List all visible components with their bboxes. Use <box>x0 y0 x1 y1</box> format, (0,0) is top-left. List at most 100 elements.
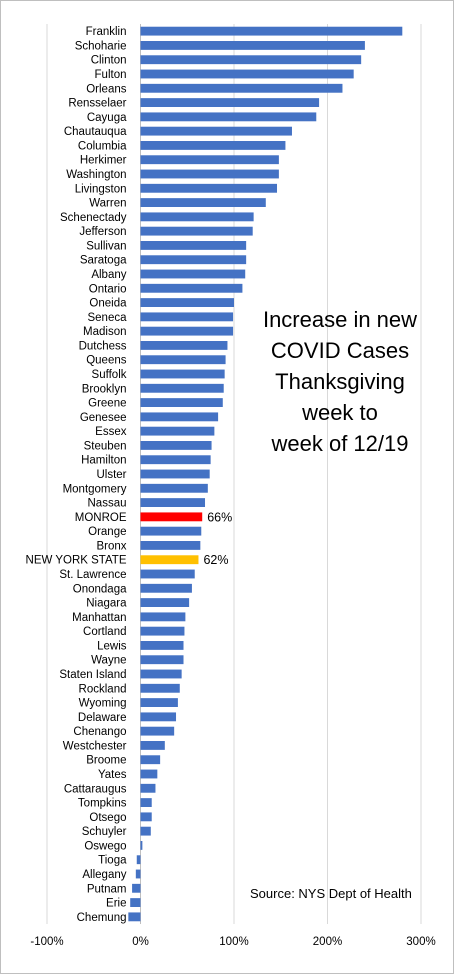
category-label-30: Hamilton <box>81 455 126 467</box>
bar-35 <box>140 526 202 536</box>
category-label-42: Cortland <box>83 626 126 638</box>
bar-7 <box>140 126 292 136</box>
bar-3 <box>140 69 354 79</box>
category-label-34: MONROE <box>75 512 127 524</box>
category-label-46: Rockland <box>79 683 127 695</box>
chart-title: Increase in new COVID Cases Thanksgiving we… <box>263 307 417 456</box>
bar-8 <box>140 141 286 150</box>
category-label-12: Warren <box>89 198 126 210</box>
category-label-59: Allegany <box>82 869 126 881</box>
chart-title-line-3: week to <box>301 400 378 425</box>
category-label-44: Wayne <box>91 655 126 667</box>
bar-4 <box>140 83 343 93</box>
category-label-11: Livingston <box>75 183 127 195</box>
category-label-8: Columbia <box>78 140 127 152</box>
category-label-21: Madison <box>83 326 126 338</box>
category-label-36: Bronx <box>96 540 126 552</box>
x-tick-label-3: 200% <box>313 936 342 948</box>
bar-13 <box>140 212 254 222</box>
category-label-20: Seneca <box>87 312 127 324</box>
category-label-45: Staten Island <box>59 669 126 681</box>
bar-49 <box>140 726 175 736</box>
bar-53 <box>140 783 156 793</box>
bar-1 <box>140 41 365 50</box>
category-label-49: Chenango <box>73 726 126 738</box>
category-label-27: Genesee <box>80 412 127 424</box>
bar-58 <box>136 855 141 865</box>
category-label-56: Schuyler <box>82 826 127 838</box>
bar-5 <box>140 98 320 107</box>
category-label-48: Delaware <box>78 712 127 724</box>
bar-48 <box>140 712 177 722</box>
category-label-3: Fulton <box>95 69 127 81</box>
category-label-28: Essex <box>95 426 127 438</box>
bar-46 <box>140 683 180 693</box>
x-tick-label-0: -100% <box>30 936 63 948</box>
category-label-9: Herkimer <box>80 155 127 167</box>
category-label-7: Chautauqua <box>64 126 127 138</box>
chart-title-line-0: Increase in new <box>263 307 417 332</box>
bar-12 <box>140 198 266 207</box>
bars <box>128 26 403 922</box>
category-label-13: Schenectady <box>60 212 127 224</box>
bar-45 <box>140 669 182 679</box>
bar-38 <box>140 569 195 579</box>
bar-0 <box>140 26 403 36</box>
bar-23 <box>140 355 226 365</box>
x-tick-label-2: 100% <box>219 936 248 948</box>
category-label-35: Orange <box>88 526 126 538</box>
bar-30 <box>140 455 211 465</box>
bar-26 <box>140 398 223 407</box>
category-label-41: Manhattan <box>72 612 126 624</box>
category-label-22: Dutchess <box>79 340 127 352</box>
category-label-52: Yates <box>98 769 127 781</box>
category-label-23: Queens <box>86 355 127 367</box>
category-label-57: Oswego <box>84 840 126 852</box>
category-label-15: Sullivan <box>86 240 126 252</box>
category-label-0: Franklin <box>86 26 127 38</box>
category-label-33: Nassau <box>88 498 127 510</box>
bar-28 <box>140 426 215 436</box>
bar-22 <box>140 341 228 350</box>
x-tick-labels: -100% 0% 100% 200% 300% <box>30 936 435 948</box>
bar-18 <box>140 283 243 293</box>
category-label-62: Chemung <box>77 912 127 924</box>
category-labels: Franklin Schoharie Clinton Fulton Orleans Ren… <box>26 26 128 924</box>
bar-29 <box>140 441 212 450</box>
chart-title-line-2: Thanksgiving <box>275 369 405 394</box>
category-label-26: Greene <box>88 398 126 410</box>
bar-40 <box>140 598 190 607</box>
bar-41 <box>140 612 186 622</box>
x-tick-label-4: 300% <box>406 936 435 948</box>
bar-52 <box>140 769 158 779</box>
category-label-39: Onondaga <box>73 583 127 595</box>
category-label-38: St. Lawrence <box>59 569 126 581</box>
bar-60 <box>132 883 141 893</box>
category-label-47: Wyoming <box>79 698 127 710</box>
bar-34 <box>140 512 203 522</box>
category-label-18: Ontario <box>89 283 127 295</box>
bar-62 <box>128 912 141 922</box>
category-label-17: Albany <box>91 269 126 281</box>
bar-43 <box>140 641 184 650</box>
chart-title-line-1: COVID Cases <box>271 338 409 363</box>
category-label-61: Erie <box>106 898 126 910</box>
data-label-34: 66% <box>207 510 232 524</box>
category-label-19: Oneida <box>89 298 127 310</box>
chart-source: Source: NYS Dept of Health <box>250 886 412 901</box>
chart-title-line-4: week of 12/19 <box>271 431 409 456</box>
bar-61 <box>130 898 141 907</box>
bar-59 <box>135 869 141 879</box>
category-label-10: Washington <box>66 169 126 181</box>
bar-9 <box>140 155 279 165</box>
bar-54 <box>140 798 152 807</box>
bar-42 <box>140 626 185 636</box>
category-label-4: Orleans <box>86 83 127 95</box>
bar-31 <box>140 469 210 479</box>
bar-44 <box>140 655 184 665</box>
category-label-31: Ulster <box>96 469 126 481</box>
bar-10 <box>140 169 279 179</box>
category-label-54: Tompkins <box>78 798 127 810</box>
bar-47 <box>140 698 178 707</box>
